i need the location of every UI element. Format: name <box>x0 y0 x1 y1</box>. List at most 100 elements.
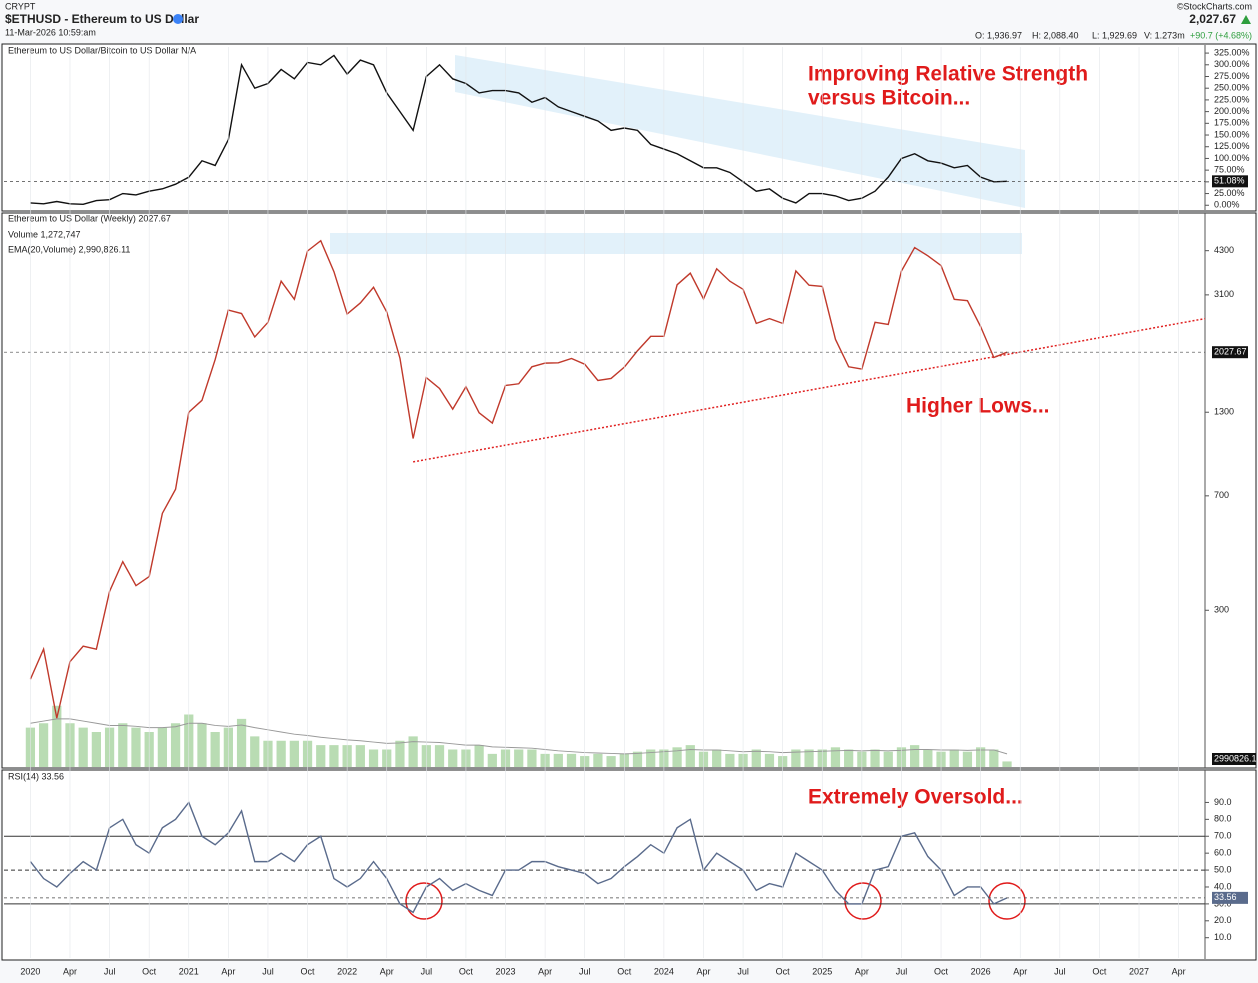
volume-bar <box>593 753 603 767</box>
y-tick-label: 325.00% <box>1214 47 1250 57</box>
x-tick-label: 2020 <box>20 966 40 976</box>
x-tick-label: Apr <box>221 966 235 976</box>
high: H: 2,088.40 <box>1032 30 1079 40</box>
volume-bar <box>355 745 365 767</box>
x-tick-label: Jul <box>421 966 433 976</box>
y-tick-label: 100.00% <box>1214 153 1250 163</box>
x-tick-label: Oct <box>459 966 474 976</box>
volume-bar <box>236 718 247 767</box>
timestamp: 11-Mar-2026 10:59:am <box>5 27 96 37</box>
volume-bar <box>804 749 814 767</box>
volume-bar <box>368 749 379 767</box>
x-tick-label: 2026 <box>971 966 991 976</box>
resistance-shade <box>330 233 1022 254</box>
x-tick-label: 2024 <box>654 966 674 976</box>
oversold-circle <box>988 882 1026 920</box>
x-tick-label: Apr <box>538 966 552 976</box>
y-tick-label: 4300 <box>1214 245 1234 255</box>
y-tick-label: 75.00% <box>1214 165 1245 175</box>
y-tick-label: 10.0 <box>1214 932 1232 942</box>
value-tag <box>1212 346 1248 359</box>
x-tick-label: 2023 <box>496 966 516 976</box>
volume-bar <box>910 745 920 767</box>
panel-legend: Ethereum to US Dollar/Bitcoin to US Doll… <box>8 45 196 55</box>
volume-bar <box>170 723 181 767</box>
y-tick-label: 275.00% <box>1214 71 1250 81</box>
volume-bar <box>91 732 102 767</box>
symbol-title: $ETHUSD - Ethereum to US Dollar <box>5 12 199 26</box>
y-tick-label: 25.00% <box>1214 188 1245 198</box>
volume-bar <box>830 747 841 767</box>
y-tick-label: 175.00% <box>1214 118 1250 128</box>
x-tick-label: 2021 <box>179 966 199 976</box>
annotation: Higher Lows... <box>906 395 1050 418</box>
y-tick-label: 70.0 <box>1214 831 1232 841</box>
x-tick-label: 2022 <box>337 966 357 976</box>
x-tick-label: Jul <box>1054 966 1066 976</box>
volume-bar <box>434 745 445 767</box>
ema-line <box>30 718 1008 755</box>
legend-entry: RSI(14) 33.56 <box>8 771 64 781</box>
volume-bar <box>131 727 141 767</box>
x-tick-label: Oct <box>776 966 791 976</box>
volume-bar <box>764 753 775 767</box>
volume-bar <box>514 749 524 767</box>
volume-bar <box>250 736 260 767</box>
y-tick-label: 50.0 <box>1214 864 1232 874</box>
annotation: Extremely Oversold... <box>808 786 1023 809</box>
y-tick-label: 1300 <box>1214 407 1234 417</box>
volume-bar <box>725 753 735 767</box>
volume-bar <box>197 723 207 767</box>
volume-bar <box>157 727 167 767</box>
volume-bar <box>316 745 326 767</box>
y-tick-label: 225.00% <box>1214 94 1250 104</box>
volume-bar <box>883 751 893 767</box>
x-tick-label: Jul <box>262 966 274 976</box>
value-tag-label: 2027.67 <box>1214 347 1247 357</box>
volume-bar <box>685 745 695 767</box>
volume-bar <box>474 745 484 767</box>
volume-bar <box>78 727 88 767</box>
x-tick-label: 2025 <box>812 966 832 976</box>
x-tick-label: Oct <box>1092 966 1107 976</box>
value-tag <box>1212 891 1248 904</box>
volume-bar <box>791 749 801 767</box>
value-tag <box>1212 175 1248 188</box>
y-tick-label: 150.00% <box>1214 129 1250 139</box>
y-tick-label: 80.0 <box>1214 814 1232 824</box>
x-tick-label: Apr <box>380 966 394 976</box>
y-tick-label: 300.00% <box>1214 59 1250 69</box>
volume-bar <box>289 740 299 767</box>
volume-bar <box>118 723 128 767</box>
exchange: CRYPT <box>5 1 36 11</box>
x-tick-label: Oct <box>617 966 632 976</box>
x-tick-label: Oct <box>934 966 949 976</box>
x-tick-label: Apr <box>1013 966 1027 976</box>
volume-bar <box>1002 761 1012 767</box>
channel-shade <box>455 55 1025 208</box>
volume-bar <box>566 753 577 767</box>
value-tag <box>1212 753 1256 765</box>
legend-entry: EMA(20,Volume) 2,990,826.11 <box>8 244 130 254</box>
volume-bar <box>38 723 49 767</box>
y-tick-label: 700 <box>1214 490 1229 500</box>
x-tick-label: Jul <box>579 966 591 976</box>
low: L: 1,929.69 <box>1092 30 1137 40</box>
y-tick-label: 90.0 <box>1214 797 1232 807</box>
panel-frame <box>1 212 1257 769</box>
annotation: Improving Relative Strength <box>808 63 1088 86</box>
volume-bar <box>553 753 563 767</box>
annotation: versus Bitcoin... <box>808 87 970 110</box>
x-tick-label: Oct <box>301 966 316 976</box>
y-tick-label: 3100 <box>1214 289 1234 299</box>
add-button[interactable] <box>173 14 183 24</box>
volume-bar <box>408 736 418 767</box>
volume-bar <box>52 705 62 767</box>
volume-bar <box>844 749 854 767</box>
value-tag-label: 51.08% <box>1214 176 1245 186</box>
volume-bar <box>989 749 999 767</box>
volume-bar <box>606 756 616 767</box>
y-tick-label: 200.00% <box>1214 106 1250 116</box>
y-tick-label: 0.00% <box>1214 200 1240 210</box>
volume-bar <box>632 751 643 767</box>
